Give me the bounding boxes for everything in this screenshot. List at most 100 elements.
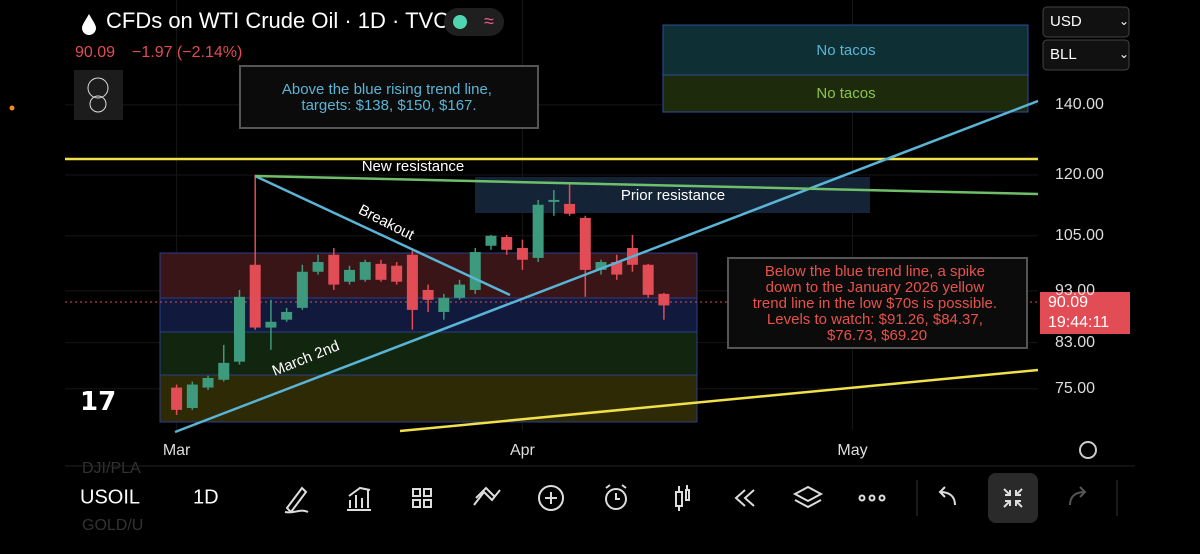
avatar-icon bbox=[89, 95, 107, 113]
settings-icon[interactable] bbox=[1079, 441, 1097, 459]
annotation-line: targets: $138, $150, $167. bbox=[301, 97, 476, 114]
price: 90.09 bbox=[75, 44, 115, 61]
title: CFDs on WTI Crude Oil · 1D · TVC bbox=[106, 8, 449, 33]
candle-body bbox=[454, 284, 466, 298]
candle-body bbox=[391, 265, 403, 282]
candle-body bbox=[438, 297, 450, 312]
zone-yellow bbox=[159, 374, 698, 423]
candle-body bbox=[186, 384, 198, 408]
watchlist-item: DJI/PLA bbox=[82, 460, 141, 477]
add-icon[interactable] bbox=[538, 485, 564, 511]
undo-icon[interactable] bbox=[938, 486, 956, 506]
blue-trend-line bbox=[174, 99, 1039, 434]
tv-logo: 𝟭𝟳 bbox=[80, 386, 116, 416]
candle-body bbox=[375, 263, 387, 280]
chevron: ⌄ bbox=[1119, 47, 1129, 61]
symbol[interactable]: USOIL bbox=[80, 486, 140, 508]
y-tick-label: 140.00 bbox=[1055, 96, 1104, 113]
avatar bbox=[74, 70, 123, 120]
candle-body bbox=[171, 387, 183, 410]
no-tacos-box bbox=[662, 24, 1029, 76]
candle-body bbox=[296, 271, 308, 308]
fullscreen-icon bbox=[1003, 488, 1023, 508]
candle-body bbox=[532, 204, 544, 258]
candle-body bbox=[312, 262, 324, 272]
y-tick-label: 93.00 bbox=[1055, 282, 1095, 299]
templates-icon[interactable] bbox=[473, 486, 501, 506]
layout-icon[interactable] bbox=[412, 488, 432, 508]
candle-body bbox=[359, 262, 371, 280]
candle-body bbox=[579, 217, 591, 270]
candle-body bbox=[564, 203, 576, 214]
interval[interactable]: 1D bbox=[193, 486, 219, 508]
currency: USD bbox=[1050, 13, 1082, 30]
annotation-line: Below the blue trend line, a spike bbox=[765, 263, 985, 280]
candle-body bbox=[611, 262, 623, 275]
candle-body bbox=[202, 377, 214, 388]
x-tick-label: Apr bbox=[510, 442, 536, 459]
fullscreen-button[interactable] bbox=[988, 473, 1038, 523]
unit-select[interactable] bbox=[1042, 39, 1130, 71]
candle-body bbox=[595, 262, 607, 270]
candle-body bbox=[249, 264, 261, 328]
change: −1.97 (−2.14%) bbox=[132, 44, 242, 61]
candle-body bbox=[422, 289, 434, 300]
chart-type-icon[interactable] bbox=[675, 485, 690, 511]
alert-icon[interactable] bbox=[605, 488, 627, 510]
redo-icon[interactable] bbox=[1069, 486, 1087, 506]
y-tick-label: 83.00 bbox=[1055, 334, 1095, 351]
status-dot bbox=[453, 15, 467, 29]
candle-body bbox=[328, 254, 340, 285]
candle-body bbox=[344, 269, 356, 282]
layers-icon[interactable] bbox=[792, 485, 824, 509]
dot bbox=[9, 105, 15, 111]
price-tag-value: 90.09 bbox=[1048, 294, 1088, 311]
toolbar-icons bbox=[284, 484, 1087, 514]
annotation-line: Above the blue rising trend line, bbox=[282, 81, 492, 98]
price-tag bbox=[1040, 292, 1130, 334]
annotation-line: trend line in the low $70s is possible. bbox=[753, 295, 997, 312]
annotation-line: down to the January 2026 yellow bbox=[766, 279, 985, 296]
candle-body bbox=[233, 296, 245, 362]
annotation-box bbox=[727, 257, 1028, 349]
annotation: No tacos bbox=[816, 42, 875, 59]
annotation: New resistance bbox=[362, 158, 465, 175]
candle-body bbox=[218, 362, 230, 380]
y-tick-label: 105.00 bbox=[1055, 227, 1104, 244]
candle-body bbox=[658, 293, 670, 306]
no-tacos-box bbox=[662, 74, 1029, 113]
more-icon[interactable] bbox=[858, 494, 866, 502]
candles bbox=[171, 174, 670, 415]
y-tick-label: 75.00 bbox=[1055, 380, 1095, 397]
annotation: Prior resistance bbox=[621, 187, 725, 204]
annotation: Below the blue trend line, a spike down … bbox=[753, 263, 1001, 344]
x-tick-label: May bbox=[837, 442, 867, 459]
yellow-trend-line bbox=[399, 368, 1039, 433]
candle-body bbox=[469, 252, 481, 290]
annotation-box bbox=[239, 65, 539, 129]
indicators-icon[interactable] bbox=[347, 486, 371, 511]
toolbar bbox=[65, 466, 1135, 526]
candle-body bbox=[485, 235, 497, 246]
annotation-line: $76.73, $69.20 bbox=[827, 327, 927, 344]
candle-body bbox=[516, 248, 528, 260]
candle-body bbox=[265, 321, 277, 328]
y-tick-label: 120.00 bbox=[1055, 166, 1104, 183]
annotation: No tacos bbox=[816, 85, 875, 102]
countdown: 19:44:11 bbox=[1048, 314, 1109, 331]
status-icon: ≈ bbox=[484, 11, 494, 31]
replay-icon[interactable] bbox=[734, 489, 755, 507]
oil-icon bbox=[82, 14, 96, 35]
annotation-line: Levels to watch: $91.26, $84.37, bbox=[767, 311, 983, 328]
draw-icon[interactable] bbox=[284, 486, 309, 514]
candle-body bbox=[501, 237, 513, 250]
breakout-line bbox=[254, 174, 511, 297]
currency-select[interactable] bbox=[1042, 6, 1130, 38]
zone-green bbox=[159, 331, 698, 376]
avatar-icon bbox=[87, 77, 109, 99]
watchlist-item: GOLD/U bbox=[82, 517, 143, 534]
candle-body bbox=[281, 311, 293, 320]
x-tick-label: Mar bbox=[163, 442, 191, 459]
